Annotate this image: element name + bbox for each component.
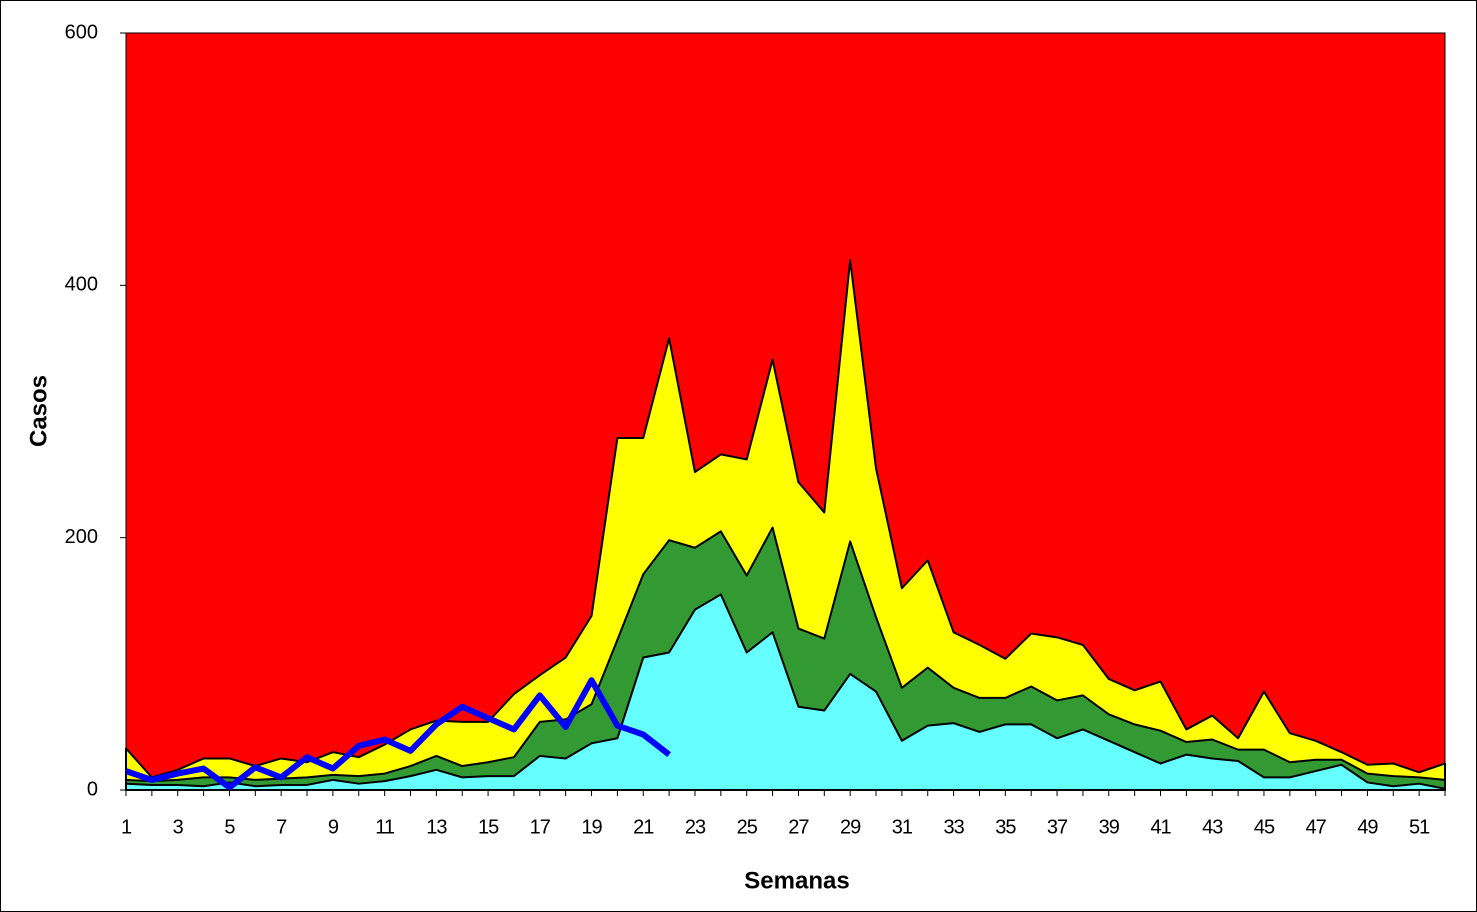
area (125, 593, 1446, 791)
series-line (125, 677, 671, 791)
y-axis-title: Casos (25, 375, 52, 447)
x-tick-label: 11 (375, 816, 395, 838)
area (125, 526, 1446, 791)
x-tick-label: 49 (1357, 816, 1378, 838)
x-tick-label: 3 (173, 816, 184, 838)
x-tick-label: 9 (328, 816, 339, 838)
x-tick-label: 43 (1202, 816, 1223, 838)
y-tick-label: 200 (65, 526, 98, 548)
x-tick-label: 25 (737, 816, 758, 838)
y-tick-label: 400 (65, 274, 98, 296)
x-tick-label: 45 (1254, 816, 1275, 838)
y-tick-label: 0 (87, 778, 98, 800)
x-tick-label: 23 (685, 816, 706, 838)
y-tick-label: 600 (65, 21, 98, 43)
x-tick-label: 33 (943, 816, 964, 838)
x-tick-label: 29 (840, 816, 861, 838)
x-tick-label: 47 (1306, 816, 1327, 838)
x-tick-label: 7 (276, 816, 287, 838)
x-tick-label: 27 (788, 816, 809, 838)
x-tick-label: 21 (633, 816, 654, 838)
x-tick-label: 1 (121, 816, 132, 838)
x-tick-label: 41 (1150, 816, 1171, 838)
x-tick-label: 37 (1047, 816, 1068, 838)
x-tick-label: 13 (426, 816, 447, 838)
x-tick-label: 39 (1099, 816, 1120, 838)
x-tick-label: 15 (478, 816, 499, 838)
x-tick-label: 51 (1409, 816, 1430, 838)
plot-border (125, 32, 1446, 791)
x-tick-label: 19 (581, 816, 602, 838)
x-tick-label: 35 (995, 816, 1016, 838)
x-tick-label: 5 (224, 816, 235, 838)
x-tick-label: 17 (530, 816, 551, 838)
x-axis-title: Semanas (744, 867, 849, 894)
x-tick-label: 31 (892, 816, 913, 838)
area (125, 259, 1446, 791)
